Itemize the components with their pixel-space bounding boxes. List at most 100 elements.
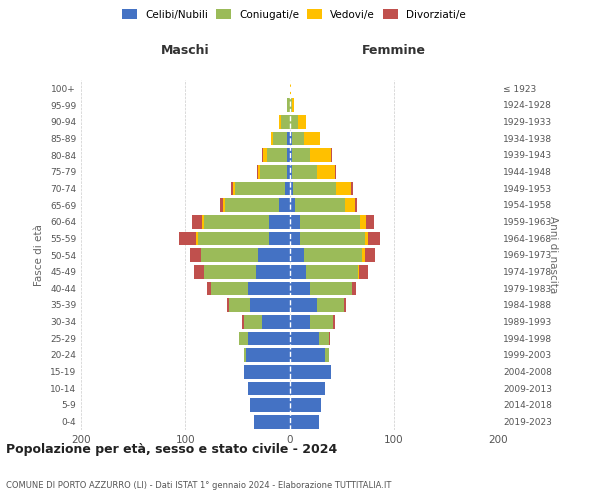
Bar bbox=[319, 332, 329, 345]
Bar bbox=[262, 315, 290, 328]
Bar bbox=[201, 248, 258, 262]
Bar bbox=[310, 148, 331, 162]
Bar bbox=[292, 98, 293, 112]
Bar bbox=[333, 315, 335, 328]
Bar bbox=[269, 232, 290, 245]
Bar bbox=[335, 165, 337, 178]
Bar bbox=[279, 115, 281, 128]
Bar bbox=[290, 248, 304, 262]
Bar bbox=[298, 115, 306, 128]
Bar bbox=[179, 232, 196, 245]
Bar bbox=[290, 382, 325, 395]
Bar bbox=[239, 332, 248, 345]
Bar bbox=[242, 315, 244, 328]
Bar bbox=[361, 215, 365, 228]
Bar bbox=[258, 248, 290, 262]
Bar bbox=[290, 348, 325, 362]
Bar bbox=[248, 382, 290, 395]
Bar bbox=[310, 315, 333, 328]
Bar bbox=[250, 398, 290, 412]
Bar bbox=[196, 232, 198, 245]
Bar bbox=[290, 215, 300, 228]
Bar bbox=[191, 215, 202, 228]
Bar bbox=[207, 282, 211, 295]
Bar bbox=[290, 115, 298, 128]
Bar bbox=[292, 148, 310, 162]
Bar bbox=[220, 198, 223, 212]
Bar bbox=[300, 215, 361, 228]
Bar bbox=[229, 298, 250, 312]
Bar bbox=[325, 348, 329, 362]
Bar bbox=[290, 132, 292, 145]
Bar bbox=[365, 232, 368, 245]
Bar bbox=[293, 182, 337, 195]
Bar bbox=[227, 298, 229, 312]
Bar bbox=[292, 165, 317, 178]
Bar bbox=[359, 265, 368, 278]
Bar bbox=[211, 282, 248, 295]
Bar bbox=[290, 98, 292, 112]
Bar bbox=[290, 298, 317, 312]
Bar bbox=[290, 182, 293, 195]
Bar bbox=[254, 415, 290, 428]
Bar bbox=[204, 265, 256, 278]
Text: COMUNE DI PORTO AZZURRO (LI) - Dati ISTAT 1° gennaio 2024 - Elaborazione TUTTITA: COMUNE DI PORTO AZZURRO (LI) - Dati ISTA… bbox=[6, 480, 391, 490]
Bar bbox=[225, 198, 279, 212]
Bar bbox=[344, 298, 346, 312]
Legend: Celibi/Nubili, Coniugati/e, Vedovi/e, Divorziati/e: Celibi/Nubili, Coniugati/e, Vedovi/e, Di… bbox=[118, 5, 470, 24]
Bar bbox=[287, 165, 290, 178]
Bar bbox=[260, 165, 287, 178]
Bar bbox=[266, 148, 287, 162]
Bar bbox=[246, 348, 290, 362]
Bar bbox=[331, 148, 332, 162]
Bar bbox=[345, 198, 355, 212]
Bar bbox=[244, 315, 262, 328]
Bar bbox=[262, 148, 263, 162]
Bar bbox=[290, 332, 319, 345]
Bar bbox=[287, 132, 290, 145]
Bar bbox=[304, 248, 362, 262]
Bar bbox=[190, 248, 201, 262]
Bar bbox=[317, 165, 335, 178]
Bar bbox=[365, 215, 374, 228]
Bar bbox=[351, 182, 353, 195]
Bar bbox=[257, 165, 258, 178]
Bar bbox=[287, 98, 290, 112]
Bar bbox=[290, 265, 306, 278]
Bar bbox=[292, 132, 304, 145]
Bar bbox=[287, 148, 290, 162]
Bar bbox=[352, 282, 356, 295]
Bar bbox=[244, 365, 290, 378]
Bar bbox=[290, 232, 300, 245]
Bar bbox=[317, 298, 344, 312]
Bar bbox=[306, 265, 358, 278]
Bar bbox=[290, 415, 319, 428]
Bar bbox=[355, 198, 357, 212]
Bar bbox=[204, 215, 269, 228]
Bar bbox=[202, 215, 204, 228]
Bar bbox=[337, 182, 351, 195]
Bar bbox=[263, 148, 266, 162]
Bar bbox=[286, 182, 290, 195]
Bar bbox=[290, 365, 331, 378]
Bar bbox=[368, 232, 380, 245]
Bar bbox=[358, 265, 359, 278]
Bar bbox=[281, 115, 290, 128]
Y-axis label: Fasce di età: Fasce di età bbox=[34, 224, 44, 286]
Bar bbox=[231, 182, 233, 195]
Bar bbox=[223, 198, 225, 212]
Bar bbox=[258, 165, 260, 178]
Bar bbox=[310, 282, 352, 295]
Text: Femmine: Femmine bbox=[362, 44, 426, 58]
Y-axis label: Anni di nascita: Anni di nascita bbox=[548, 216, 557, 294]
Bar bbox=[290, 282, 310, 295]
Bar bbox=[329, 332, 330, 345]
Bar bbox=[235, 182, 286, 195]
Bar bbox=[279, 198, 290, 212]
Bar bbox=[269, 215, 290, 228]
Bar bbox=[290, 398, 321, 412]
Bar bbox=[271, 132, 273, 145]
Bar bbox=[244, 348, 246, 362]
Bar bbox=[198, 232, 269, 245]
Bar bbox=[295, 198, 345, 212]
